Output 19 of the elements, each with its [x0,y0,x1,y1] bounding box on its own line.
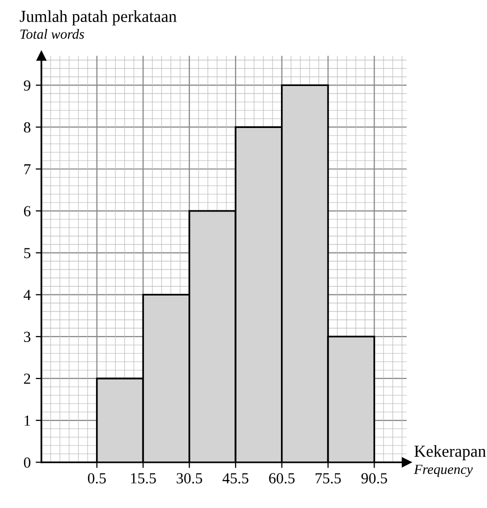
x-tick-label: 45.5 [222,473,248,484]
x-tick-label: 60.5 [269,473,295,484]
y-tick-label: 6 [24,206,31,216]
y-tick-label: 1 [24,416,30,426]
y-axis-title: Jumlah patah perkataan Total words [20,10,177,39]
x-tick-label: 75.5 [316,473,341,484]
y-tick-label: 4 [24,290,31,300]
y-tick-label: 3 [24,332,30,342]
x-tick-label: 90.5 [361,473,388,484]
y-tick-label: 8 [24,122,30,133]
y-tick-label: 0 [24,457,30,468]
y-tick-label: 5 [24,248,30,258]
y-tick-label: 7 [24,164,31,174]
x-tick-label: 15.5 [131,473,156,484]
x-axis-title: Kekerapan Frequency [414,445,486,477]
x-tick-label: 30.5 [176,473,202,484]
y-tick-label: 9 [24,80,30,91]
x-tick-label: 0.5 [88,473,106,484]
y-tick-label: 2 [24,374,30,384]
